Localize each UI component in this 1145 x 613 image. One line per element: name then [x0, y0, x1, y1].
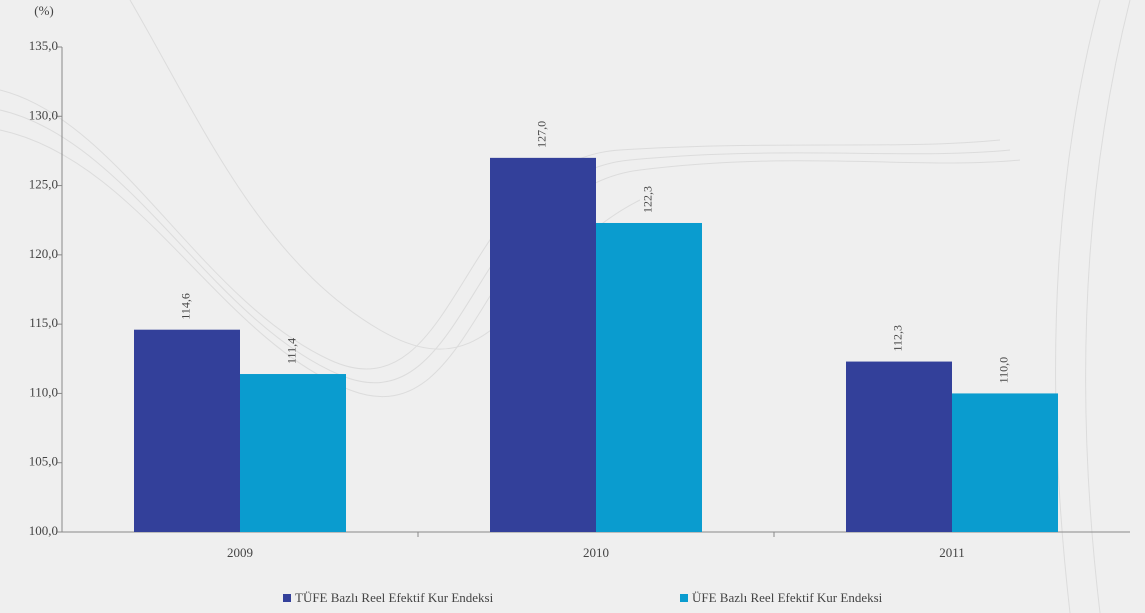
bar [952, 393, 1058, 532]
value-label: 114,6 [179, 293, 193, 320]
y-tick-label: 110,0 [29, 384, 58, 399]
legend-label: ÜFE Bazlı Reel Efektif Kur Endeksi [692, 590, 883, 605]
y-tick-label: 115,0 [29, 315, 58, 330]
bar [134, 329, 240, 532]
value-label: 111,4 [285, 338, 299, 364]
value-label: 110,0 [997, 357, 1011, 384]
y-tick-label: 130,0 [29, 107, 58, 122]
x-tick-label: 2010 [583, 545, 609, 560]
legend-label: TÜFE Bazlı Reel Efektif Kur Endeksi [295, 590, 494, 605]
y-tick-label: 105,0 [29, 454, 58, 469]
value-label: 122,3 [641, 186, 655, 213]
bar [240, 374, 346, 532]
legend-swatch [680, 594, 688, 602]
y-tick-label: 125,0 [29, 177, 58, 192]
x-tick-label: 2009 [227, 545, 253, 560]
x-tick-label: 2011 [939, 545, 965, 560]
y-tick-label: 135,0 [29, 38, 58, 53]
bar [490, 157, 596, 532]
legend-swatch [283, 594, 291, 602]
bar [846, 361, 952, 532]
y-unit-label: (%) [34, 3, 54, 18]
bar [596, 222, 702, 532]
y-tick-label: 120,0 [29, 246, 58, 261]
y-tick-label: 100,0 [29, 523, 58, 538]
value-label: 112,3 [891, 325, 905, 352]
value-label: 127,0 [535, 121, 549, 148]
